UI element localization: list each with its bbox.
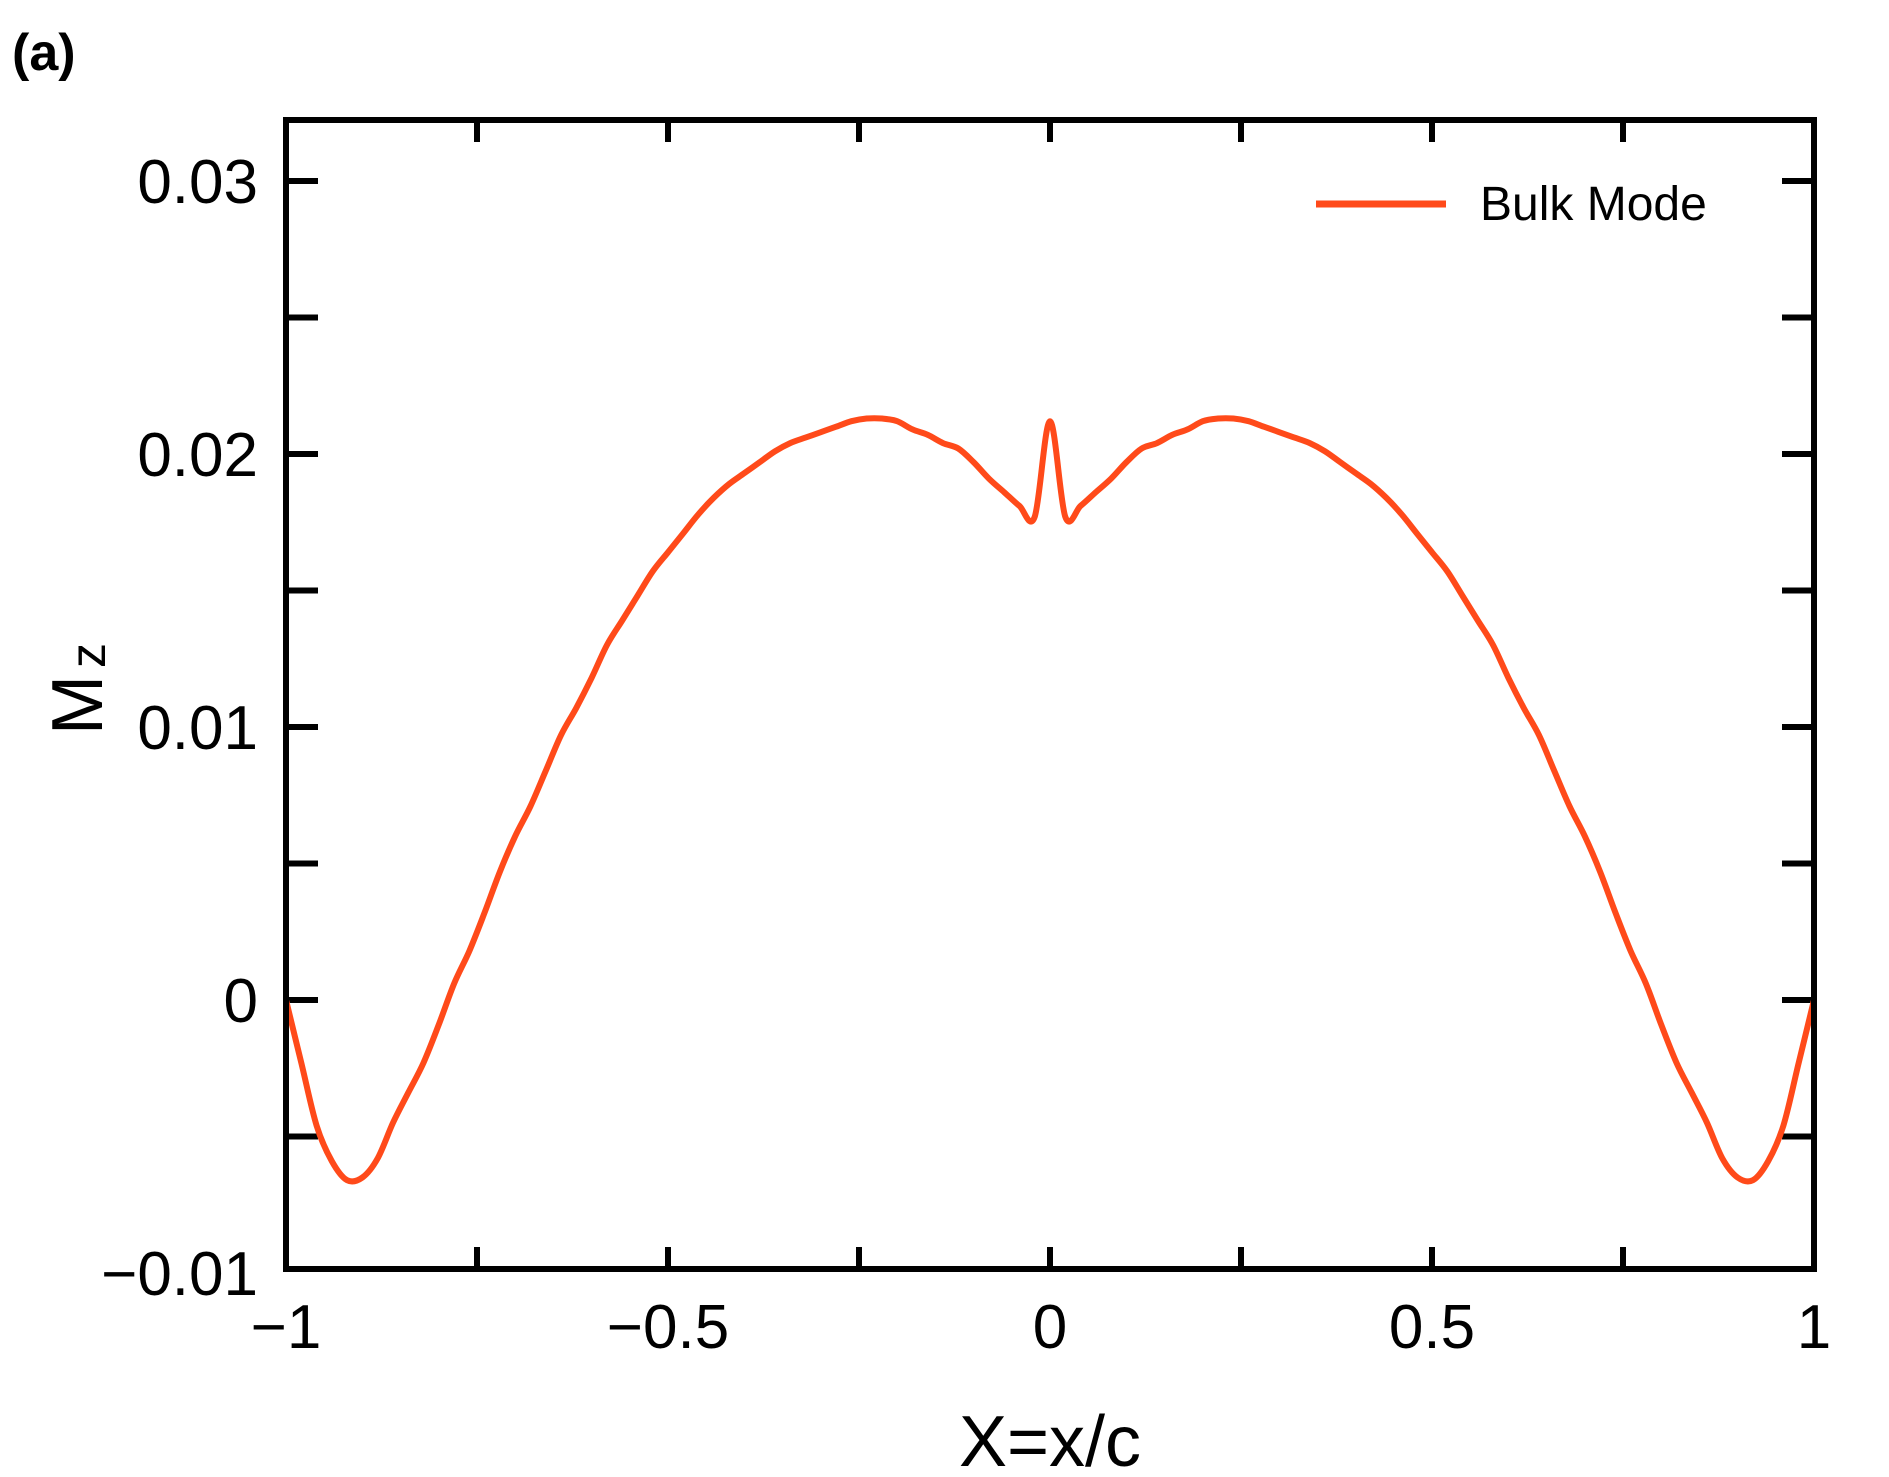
plot-frame — [283, 117, 1817, 1272]
tick-marks — [286, 120, 1814, 1269]
x-tick-label: −1 — [251, 1293, 322, 1362]
y-tick-labels: −0.01 0 0.01 0.02 0.03 — [101, 148, 258, 1309]
series-line-bulk-mode — [283, 415, 1817, 1185]
x-tick-label: −0.5 — [607, 1293, 729, 1362]
legend-label: Bulk Mode — [1480, 178, 1707, 231]
y-tick-label: 0 — [224, 967, 258, 1036]
x-tick-label: 0.5 — [1389, 1293, 1475, 1362]
x-tick-labels: −1 −0.5 0 0.5 1 — [251, 1293, 1832, 1362]
y-tick-label: 0.02 — [137, 421, 258, 490]
x-tick-label: 0 — [1033, 1293, 1067, 1362]
y-tick-label: 0.01 — [137, 694, 258, 763]
y-tick-label: 0.03 — [137, 148, 258, 217]
y-axis-title: M z — [38, 643, 118, 735]
x-tick-label: 1 — [1797, 1293, 1831, 1362]
y-axis-label-subscript: z — [60, 643, 116, 668]
series-layer — [283, 415, 1817, 1185]
legend: Bulk Mode — [1316, 178, 1707, 231]
y-axis-label-main: M — [38, 675, 118, 735]
panel-label: (a) — [12, 24, 76, 82]
y-tick-label: −0.01 — [101, 1240, 258, 1309]
x-axis-title: X=x/c — [959, 1402, 1141, 1477]
